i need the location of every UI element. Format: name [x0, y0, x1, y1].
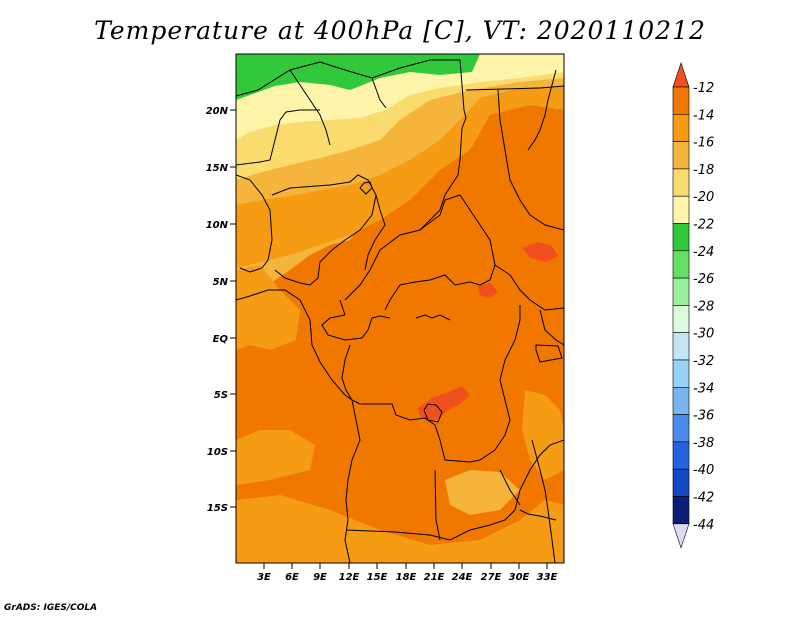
colorbar-label: -24: [693, 245, 714, 260]
x-tick-label: 12E: [339, 572, 360, 583]
colorbar-label: -20: [693, 190, 714, 205]
colorbar-label: -22: [693, 218, 714, 233]
y-axis: 20N 15N 10N 5N EQ 5S 10S 15S: [206, 106, 236, 514]
x-tick-label: 33E: [537, 572, 558, 583]
colorbar-swatch: [672, 223, 690, 252]
colorbar-swatch: [672, 62, 690, 88]
y-tick-label: 10S: [207, 447, 228, 458]
x-tick-label: 21E: [424, 572, 445, 583]
colorbar-swatch: [672, 114, 690, 142]
colorbar-swatch: [672, 195, 690, 224]
x-tick-label: 18E: [396, 572, 417, 583]
temperature-field: [236, 54, 564, 563]
x-tick-label: 6E: [285, 572, 299, 583]
colorbar-label: -30: [693, 327, 714, 342]
colorbar-label: -26: [693, 272, 714, 287]
colorbar-swatch: [672, 86, 690, 115]
y-tick-label: 5S: [214, 390, 228, 401]
colorbar-label: -18: [693, 163, 714, 178]
colorbar-label: -36: [693, 409, 714, 424]
x-tick-label: 9E: [313, 572, 327, 583]
colorbar-label: -32: [693, 354, 714, 369]
colorbar-label: -40: [693, 463, 714, 478]
colorbar-label: -42: [693, 491, 714, 506]
colorbar-swatch: [672, 277, 690, 306]
colorbar-label: -16: [693, 136, 714, 151]
country-borders: [236, 59, 564, 563]
colorbar-swatch: [672, 305, 690, 333]
colorbar-label: -34: [693, 381, 714, 396]
colorbar-label: -44: [693, 518, 714, 533]
colorbar-swatch: [672, 496, 690, 525]
colorbar-swatch: [672, 468, 690, 497]
colorbar-swatch: [672, 359, 690, 388]
colorbar-label: -28: [693, 299, 714, 314]
colorbar-swatch: [672, 386, 690, 415]
x-tick-label: 3E: [257, 572, 271, 583]
colorbar-swatch: [672, 141, 690, 170]
colorbar-swatch: [672, 441, 690, 470]
y-tick-label: 15N: [206, 163, 229, 174]
map-frame: [235, 53, 565, 564]
y-tick-label: 5N: [213, 277, 229, 288]
colorbar-label: -12: [693, 81, 714, 96]
colorbar-swatch: [672, 414, 690, 443]
x-tick-label: 30E: [509, 572, 530, 583]
grads-credit: GrADS: IGES/COLA: [4, 603, 98, 613]
y-tick-label: EQ: [213, 334, 229, 345]
y-tick-label: 20N: [206, 106, 229, 117]
x-axis: 3E 6E 9E 12E 15E 18E 21E 24E 27E 30E 33E: [257, 563, 558, 583]
x-tick-label: 24E: [452, 572, 473, 583]
colorbar-swatch: [672, 332, 690, 361]
x-tick-label: 27E: [481, 572, 502, 583]
colorbar-swatch: [672, 250, 690, 279]
colorbar-swatch: [672, 523, 690, 549]
colorbar-label: -38: [693, 436, 714, 451]
colorbar-label: -14: [693, 108, 714, 123]
colorbar-swatch: [672, 168, 690, 197]
x-tick-label: 15E: [367, 572, 388, 583]
y-tick-label: 15S: [207, 503, 228, 514]
map-title: Temperature at 400hPa [C], VT: 202011021…: [94, 16, 706, 45]
y-tick-label: 10N: [206, 220, 229, 231]
